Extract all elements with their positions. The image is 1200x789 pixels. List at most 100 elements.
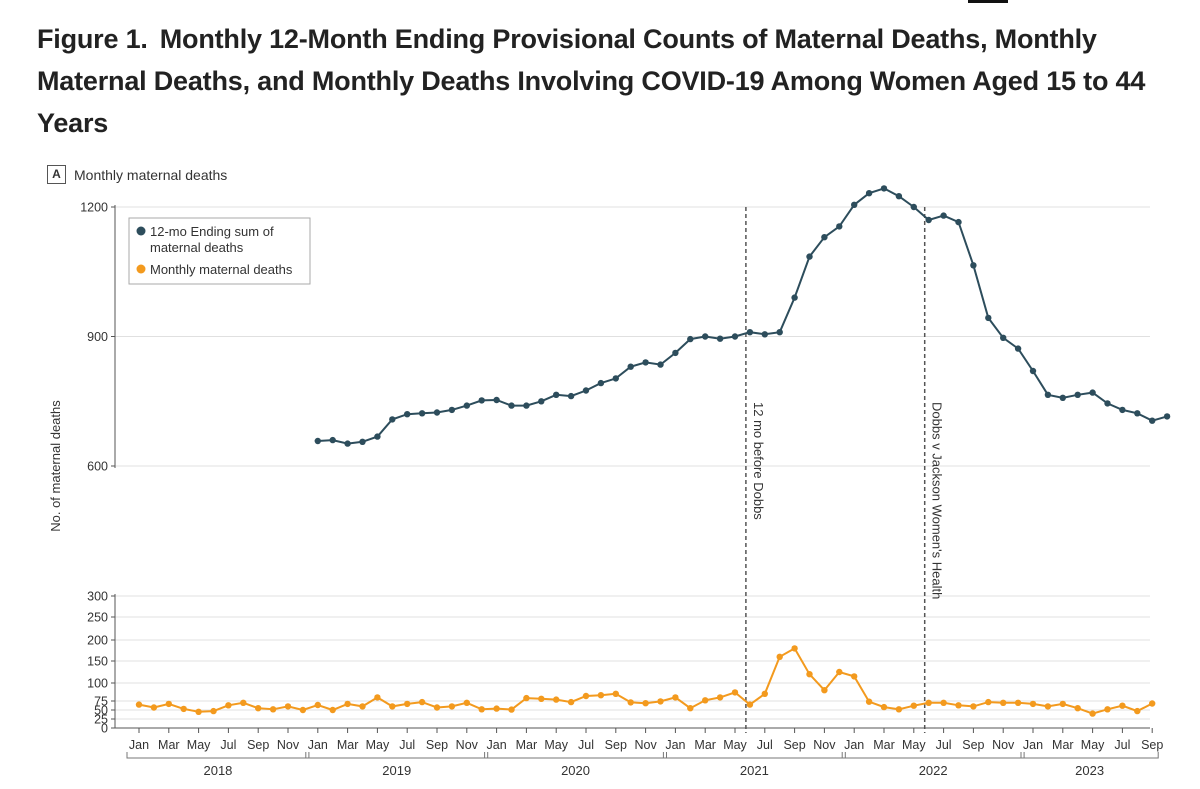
y-tick-label: 1200 bbox=[80, 201, 108, 215]
data-point-12mo bbox=[478, 397, 485, 404]
y-tick-label: 50 bbox=[94, 704, 108, 718]
data-point-12mo bbox=[642, 359, 649, 366]
data-point-monthly bbox=[731, 689, 739, 696]
x-tick-label: Mar bbox=[337, 738, 359, 752]
x-tick-label: May bbox=[366, 738, 390, 752]
data-point-monthly bbox=[538, 695, 545, 702]
data-point-monthly bbox=[508, 706, 515, 713]
data-point-12mo bbox=[1014, 345, 1022, 352]
x-tick-label: Mar bbox=[873, 738, 895, 752]
data-point-12mo bbox=[925, 216, 932, 224]
year-bracket bbox=[841, 752, 1025, 759]
data-point-monthly bbox=[836, 668, 843, 676]
legend-box bbox=[128, 217, 311, 285]
x-tick-label: Mar bbox=[158, 738, 180, 752]
data-point-monthly bbox=[1000, 699, 1007, 706]
data-point-monthly bbox=[597, 692, 605, 699]
year-bracket bbox=[662, 752, 846, 759]
y-tick-label: 150 bbox=[87, 655, 108, 669]
panel-letter: A bbox=[47, 165, 66, 184]
year-bracket bbox=[305, 752, 489, 759]
data-point-monthly bbox=[284, 703, 292, 710]
panel-label: A Monthly maternal deaths bbox=[47, 165, 227, 184]
data-point-monthly bbox=[702, 697, 709, 704]
x-tick-label: Nov bbox=[813, 738, 836, 752]
data-point-monthly bbox=[269, 706, 277, 713]
data-point-monthly bbox=[567, 698, 575, 706]
x-tick-label: Sep bbox=[247, 738, 269, 752]
data-point-monthly bbox=[672, 694, 679, 701]
data-point-monthly bbox=[1029, 700, 1037, 708]
data-point-12mo bbox=[940, 212, 947, 219]
year-label: 2020 bbox=[561, 763, 590, 778]
data-point-12mo bbox=[821, 234, 828, 241]
x-tick-label: Jan bbox=[1023, 738, 1043, 752]
x-tick-label: Nov bbox=[277, 738, 300, 752]
data-point-12mo bbox=[567, 392, 575, 400]
data-point-12mo bbox=[508, 402, 515, 409]
x-tick-label: Sep bbox=[783, 738, 805, 752]
data-point-monthly bbox=[865, 698, 873, 705]
data-point-12mo bbox=[657, 361, 664, 368]
data-point-monthly bbox=[463, 699, 470, 706]
data-point-monthly bbox=[150, 704, 158, 711]
data-point-monthly bbox=[240, 699, 247, 706]
series-line-12mo bbox=[317, 187, 1168, 445]
legend-label-monthly: Monthly maternal deaths bbox=[150, 262, 293, 277]
data-point-12mo bbox=[702, 333, 709, 340]
y-tick-label: 100 bbox=[87, 677, 108, 691]
year-label: 2023 bbox=[1075, 763, 1104, 778]
x-tick-label: Jul bbox=[936, 738, 952, 752]
legend-marker-12mo bbox=[136, 226, 146, 236]
x-tick-label: Jul bbox=[578, 738, 594, 752]
data-point-monthly bbox=[761, 690, 768, 697]
data-point-monthly bbox=[553, 696, 560, 703]
data-point-12mo bbox=[612, 375, 619, 382]
data-point-12mo bbox=[1149, 417, 1156, 424]
year-bracket bbox=[126, 752, 310, 759]
data-point-monthly bbox=[374, 694, 381, 701]
x-tick-label: Nov bbox=[992, 738, 1015, 752]
data-point-monthly bbox=[821, 687, 828, 694]
data-point-monthly bbox=[314, 701, 321, 709]
figure-number: Figure 1. bbox=[37, 24, 148, 54]
data-point-monthly bbox=[165, 700, 172, 708]
data-point-12mo bbox=[1044, 391, 1052, 398]
y-tick-label: 75 bbox=[94, 695, 108, 709]
data-point-monthly bbox=[687, 705, 694, 712]
data-point-monthly bbox=[210, 707, 217, 715]
data-point-12mo bbox=[463, 402, 470, 409]
data-point-12mo bbox=[836, 223, 843, 230]
x-tick-label: Sep bbox=[962, 738, 984, 752]
legend-label-12mo-line1: 12-mo Ending sum of bbox=[150, 224, 274, 239]
data-point-12mo bbox=[731, 333, 739, 340]
data-point-monthly bbox=[940, 699, 947, 706]
data-point-12mo bbox=[553, 391, 560, 398]
x-tick-label: May bbox=[1081, 738, 1105, 752]
data-point-12mo bbox=[895, 193, 903, 200]
data-point-12mo bbox=[1104, 400, 1111, 407]
y-tick-label: 900 bbox=[87, 330, 108, 344]
x-tick-label: Jan bbox=[129, 738, 149, 752]
data-point-12mo bbox=[344, 440, 351, 447]
x-tick-label: Nov bbox=[634, 738, 657, 752]
x-tick-label: Jul bbox=[399, 738, 415, 752]
year-bracket bbox=[1020, 752, 1159, 759]
data-point-monthly bbox=[1134, 707, 1141, 715]
data-point-12mo bbox=[716, 335, 724, 342]
figure-title-text: Monthly 12-Month Ending Provisional Coun… bbox=[37, 24, 1146, 138]
data-point-12mo bbox=[523, 402, 530, 409]
data-point-12mo bbox=[374, 433, 381, 440]
data-point-monthly bbox=[612, 690, 619, 697]
data-point-12mo bbox=[582, 387, 590, 394]
data-point-monthly bbox=[806, 671, 813, 678]
data-point-monthly bbox=[433, 704, 441, 711]
data-point-12mo bbox=[851, 201, 858, 208]
legend-marker-monthly bbox=[136, 264, 146, 274]
data-point-monthly bbox=[746, 701, 754, 708]
data-point-12mo bbox=[910, 203, 917, 211]
data-point-12mo bbox=[865, 190, 873, 197]
data-point-monthly bbox=[1089, 710, 1096, 717]
data-point-monthly bbox=[195, 708, 202, 715]
